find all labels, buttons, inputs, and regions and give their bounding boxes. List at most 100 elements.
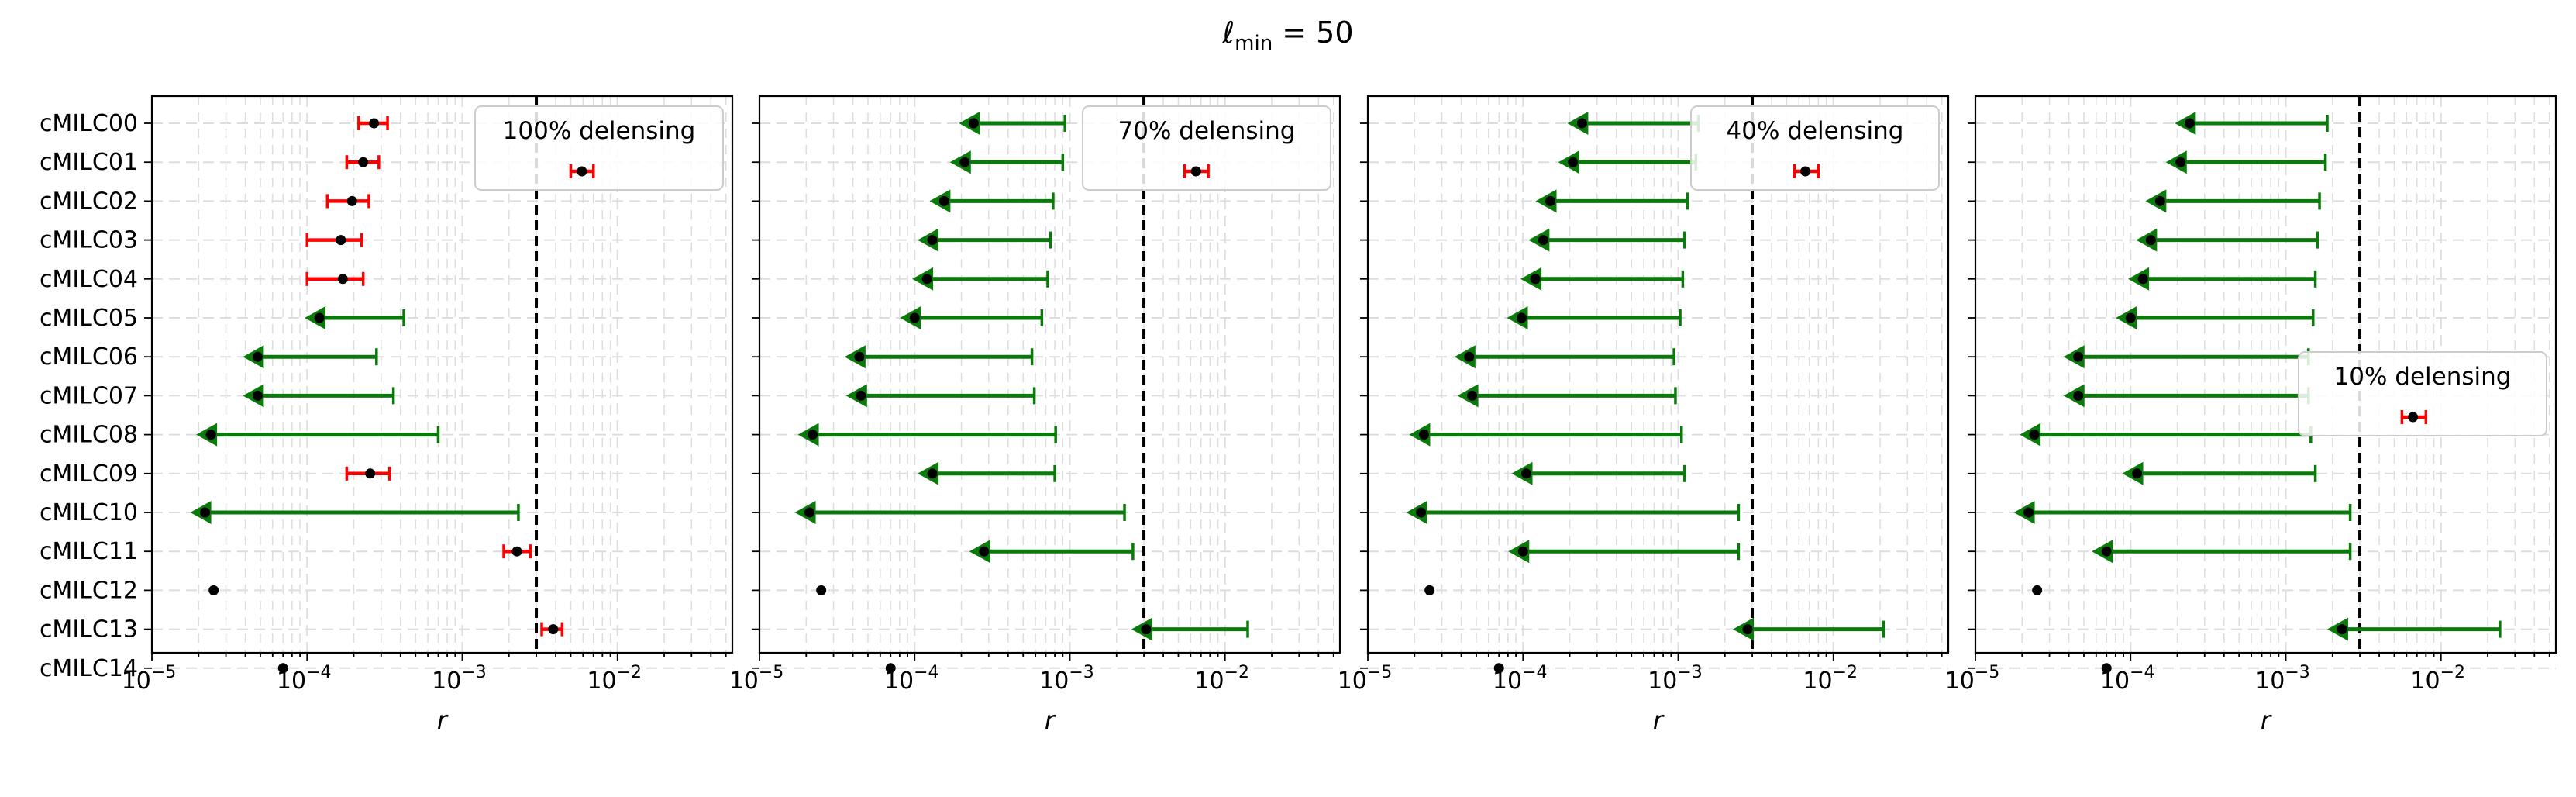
- legend-label: 100% delensing: [503, 117, 696, 145]
- data-point: [252, 390, 263, 401]
- data-point: [816, 585, 827, 595]
- legend-marker: [1800, 166, 1811, 177]
- x-tick-exponent: −2: [2440, 663, 2465, 682]
- data-point: [1464, 351, 1475, 362]
- data-point: [1141, 624, 1152, 635]
- data-point: [2073, 390, 2084, 401]
- y-tick-label: cMILC11: [40, 538, 138, 565]
- data-point: [856, 390, 866, 401]
- data-point: [314, 312, 325, 323]
- x-tick-exponent: −5: [759, 663, 783, 682]
- data-point: [885, 663, 896, 674]
- x-tick-exponent: −3: [461, 663, 486, 682]
- x-tick-base: 10: [1648, 668, 1677, 695]
- x-tick-base: 10: [122, 668, 151, 695]
- x-tick-exponent: −2: [617, 663, 642, 682]
- data-point: [1493, 663, 1504, 674]
- y-tick-label: cMILC14: [40, 655, 138, 682]
- data-point: [1517, 546, 1528, 557]
- x-tick-exponent: −2: [1833, 663, 1858, 682]
- legend-box: [1690, 105, 1940, 191]
- data-point: [336, 235, 346, 246]
- x-tick-exponent: −2: [1224, 663, 1249, 682]
- legend-label: 70% delensing: [1118, 117, 1296, 145]
- data-point: [927, 235, 938, 246]
- data-point: [1467, 390, 1478, 401]
- axes-frame: [150, 95, 734, 654]
- data-point: [979, 546, 990, 557]
- x-tick-base: 10: [1194, 668, 1224, 695]
- data-point: [2145, 235, 2156, 246]
- data-point: [927, 468, 938, 479]
- data-point: [959, 157, 970, 167]
- x-tick-exponent: −4: [306, 663, 331, 682]
- data-point: [2101, 546, 2112, 557]
- x-tick-exponent: −5: [151, 663, 176, 682]
- data-point: [1516, 312, 1527, 323]
- y-tick-label: cMILC05: [40, 305, 138, 332]
- data-point: [1538, 235, 1548, 246]
- x-tick-exponent: −4: [2130, 663, 2154, 682]
- legend-label: 10% delensing: [2334, 363, 2512, 391]
- x-tick-label: 10−2: [2410, 663, 2465, 695]
- data-point: [938, 195, 949, 206]
- data-point: [2023, 507, 2034, 518]
- data-point: [1742, 624, 1753, 635]
- x-tick-base: 10: [2410, 668, 2440, 695]
- x-tick-exponent: −3: [1677, 663, 1702, 682]
- legend-box: [2298, 351, 2547, 436]
- x-tick-label: 10−5: [729, 663, 784, 695]
- x-tick-exponent: −3: [1069, 663, 1093, 682]
- panel-0: cMILC00 cMILC01 cMILC02 cMILC03 cMILC04 cMILC…: [40, 95, 734, 735]
- x-tick-label: 10−2: [587, 663, 642, 695]
- data-point: [2154, 195, 2165, 206]
- x-tick-base: 10: [729, 668, 759, 695]
- y-tick-label: cMILC01: [40, 149, 138, 176]
- legend-label: 40% delensing: [1727, 117, 1904, 145]
- data-point: [208, 585, 219, 595]
- y-tick-label: cMILC08: [40, 422, 138, 449]
- legend-marker: [2408, 412, 2419, 423]
- axes-frame: [758, 95, 1341, 654]
- y-tick-label: cMILC07: [40, 382, 138, 409]
- data-point: [968, 118, 979, 129]
- data-point: [252, 351, 263, 362]
- y-tick-label: cMILC03: [40, 227, 138, 254]
- data-point: [2137, 274, 2148, 285]
- y-tick-label: cMILC13: [40, 616, 138, 643]
- y-tick-label: cMILC04: [40, 266, 138, 293]
- data-point: [2101, 663, 2112, 674]
- data-point: [2337, 624, 2347, 635]
- x-tick-exponent: −3: [2285, 663, 2309, 682]
- y-tick-label: cMILC06: [40, 343, 138, 371]
- figure-title-value: = 50: [1273, 16, 1353, 50]
- data-point: [804, 507, 815, 518]
- legend-box: [1082, 105, 1331, 191]
- data-point: [277, 663, 288, 674]
- y-tick-label: cMILC12: [40, 577, 138, 604]
- legend-box: [474, 105, 724, 191]
- x-tick-label: 10−3: [432, 663, 487, 695]
- data-point: [337, 274, 348, 285]
- x-tick-base: 10: [1039, 668, 1069, 695]
- x-axis-label: r: [1045, 706, 1056, 735]
- data-point: [1530, 274, 1541, 285]
- figure-title: ℓmin = 50: [1221, 16, 1353, 55]
- x-tick-exponent: −4: [914, 663, 938, 682]
- x-tick-exponent: −5: [1975, 663, 1999, 682]
- data-point: [2073, 351, 2084, 362]
- x-tick-base: 10: [587, 668, 616, 695]
- data-point: [2125, 312, 2136, 323]
- y-tick-label: cMILC10: [40, 499, 138, 526]
- x-axis-label: r: [437, 706, 449, 735]
- data-point: [2032, 585, 2043, 595]
- axes-frame: [1366, 95, 1950, 654]
- data-point: [365, 468, 376, 479]
- x-tick-label: 10−2: [1803, 663, 1858, 695]
- data-point: [1418, 430, 1429, 440]
- data-point: [205, 430, 216, 440]
- data-point: [2175, 157, 2186, 167]
